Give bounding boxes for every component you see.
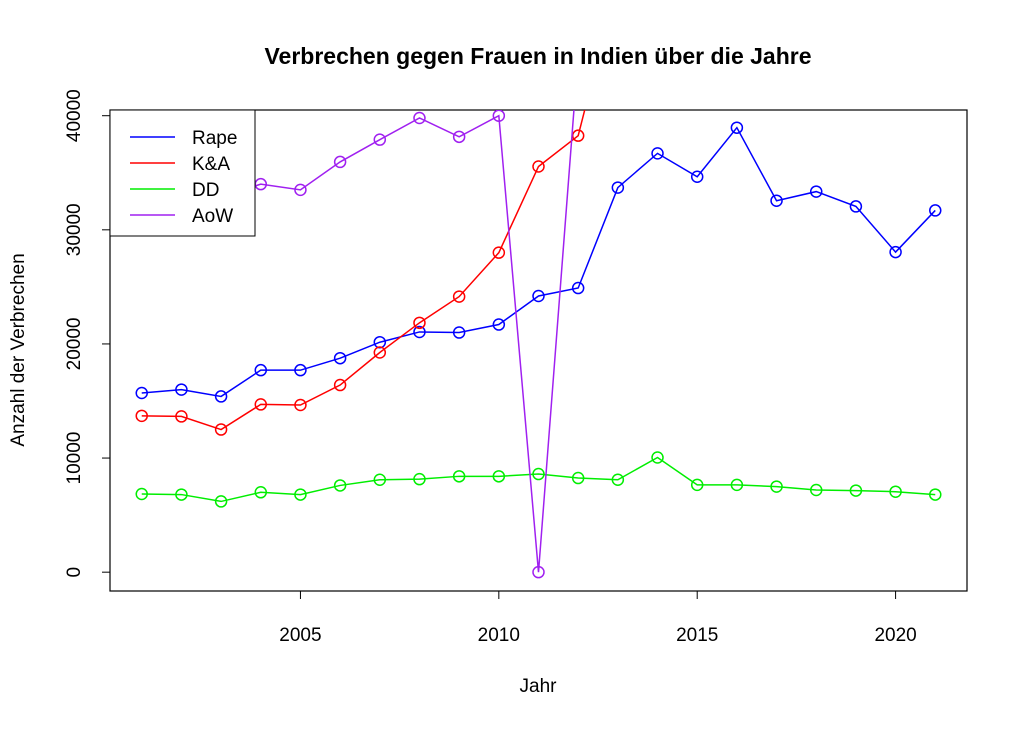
data-point: [254, 363, 268, 377]
data-point: [214, 423, 228, 436]
data-point: [373, 346, 387, 359]
data-point: [373, 473, 387, 486]
x-tick-label: 2020: [874, 625, 916, 646]
legend-label: AoW: [192, 206, 233, 227]
data-point: [532, 467, 545, 481]
data-point: [294, 183, 307, 197]
data-point: [532, 565, 545, 579]
data-point: [770, 194, 783, 207]
data-point: [532, 289, 545, 303]
data-point: [175, 383, 188, 396]
legend-label: DD: [192, 180, 219, 201]
data-point: [492, 318, 506, 331]
data-point: [611, 181, 625, 194]
plot-box: [109, 109, 968, 592]
y-axis-label: Anzahl der Verbrechen: [8, 253, 29, 446]
y-tick-label: 40000: [64, 89, 85, 142]
data-point: [770, 480, 783, 493]
data-point: [333, 155, 347, 169]
series-line: [141, 110, 575, 573]
series-line: [141, 456, 936, 503]
data-point: [175, 488, 188, 501]
data-point: [492, 246, 506, 259]
data-point: [571, 281, 585, 295]
data-point: [333, 378, 347, 392]
data-point: [373, 133, 387, 146]
data-point: [294, 398, 307, 412]
data-point: [214, 495, 228, 508]
data-point: [809, 185, 823, 198]
data-point: [254, 398, 268, 411]
data-point: [611, 473, 625, 486]
data-point: [889, 485, 902, 498]
legend-label: Rape: [192, 128, 237, 149]
data-point: [651, 451, 664, 464]
data-point: [651, 147, 664, 160]
y-tick-label: 30000: [64, 203, 85, 256]
data-point: [452, 130, 466, 144]
data-point: [730, 121, 744, 134]
data-point: [532, 160, 545, 173]
data-point: [214, 390, 228, 403]
data-point: [929, 488, 942, 501]
data-point: [175, 410, 188, 423]
series-line: [141, 126, 936, 398]
chart-title: Verbrechen gegen Frauen in Indien über d…: [264, 43, 811, 69]
data-point: [333, 351, 347, 365]
data-point: [135, 487, 148, 501]
x-tick-label: 2005: [279, 625, 321, 646]
data-point: [333, 479, 347, 492]
x-tick-label: 2010: [478, 625, 520, 646]
data-point: [413, 472, 426, 486]
data-point: [889, 245, 902, 259]
x-axis-label: Jahr: [520, 676, 558, 697]
data-point: [730, 478, 744, 492]
data-point: [413, 325, 426, 339]
y-tick-label: 20000: [64, 318, 85, 371]
x-tick-label: 2015: [676, 625, 718, 646]
data-point: [929, 204, 942, 217]
data-point: [135, 409, 148, 423]
data-point: [294, 363, 307, 377]
data-point: [690, 170, 704, 184]
data-point: [849, 484, 863, 497]
data-point: [452, 326, 466, 339]
data-point: [492, 470, 506, 483]
y-tick-label: 0: [64, 567, 85, 578]
plot-area: [135, 110, 942, 579]
data-point: [254, 486, 268, 499]
data-point: [413, 111, 426, 125]
data-point: [294, 488, 307, 501]
series-line: [141, 110, 586, 431]
data-point: [452, 290, 466, 303]
y-tick-label: 10000: [64, 432, 85, 485]
legend-label: K&A: [192, 154, 230, 175]
data-point: [849, 200, 863, 213]
data-point: [690, 478, 704, 492]
data-point: [809, 483, 823, 497]
data-point: [135, 386, 148, 400]
data-point: [452, 470, 466, 483]
data-point: [571, 471, 585, 485]
data-point: [413, 316, 426, 330]
data-point: [492, 110, 506, 122]
